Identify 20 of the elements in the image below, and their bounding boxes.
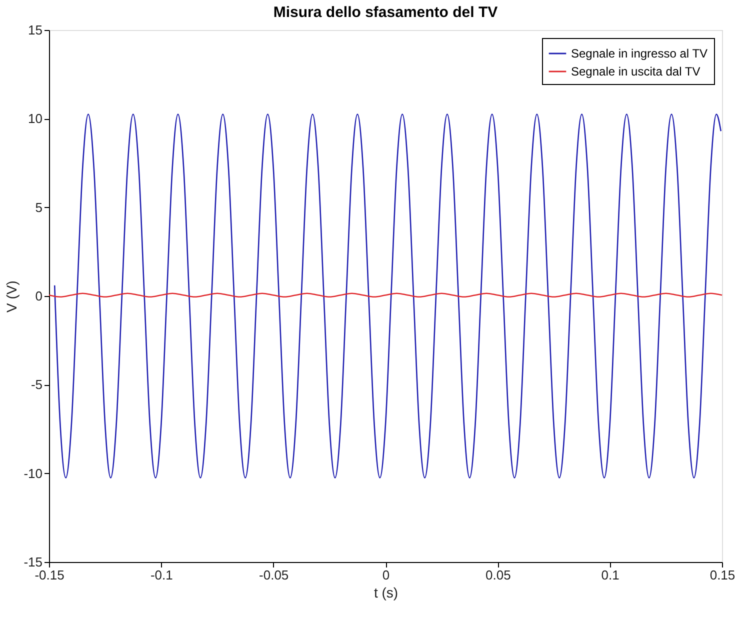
legend-label: Segnale in ingresso al TV: [571, 46, 708, 60]
x-tick-label: 0.05: [486, 568, 511, 582]
y-tick-label: 0: [35, 288, 42, 304]
y-tick-label: -15: [24, 554, 42, 570]
x-tick-label: -0.05: [259, 568, 289, 582]
y-axis-title: V (V): [4, 280, 20, 312]
x-tick-label: 0.1: [601, 568, 620, 582]
x-axis-title: t (s): [374, 584, 398, 600]
legend-label: Segnale in uscita dal TV: [571, 64, 700, 78]
y-tick-label: 10: [28, 111, 42, 126]
y-tick-label: 5: [35, 200, 42, 215]
y-tick-label: -10: [24, 466, 42, 481]
chart-title: Misura dello sfasamento del TV: [273, 4, 498, 21]
x-tick-label: 0: [382, 568, 390, 582]
x-tick-label: 0.15: [710, 568, 736, 582]
y-tick-label: -5: [30, 377, 42, 392]
y-tick-label: 15: [28, 22, 42, 38]
x-tick-label: -0.1: [150, 568, 173, 582]
line-series: [54, 114, 722, 478]
x-tick-label: -0.15: [34, 568, 64, 582]
